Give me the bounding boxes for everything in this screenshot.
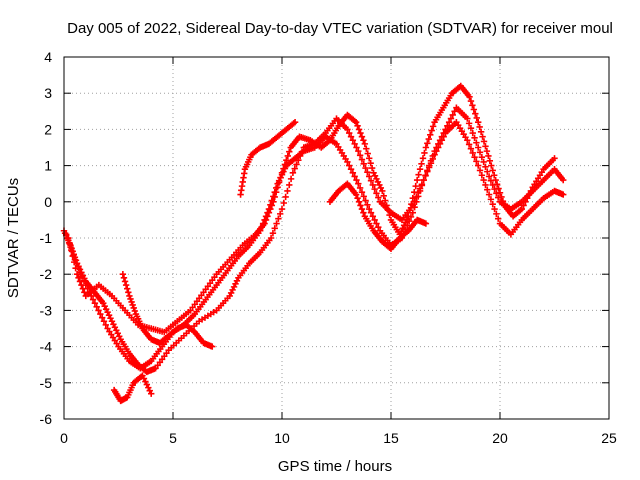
x-tick-label: 10 xyxy=(274,430,290,446)
x-tick-label: 20 xyxy=(492,430,508,446)
data-point-markers xyxy=(65,82,558,336)
series-track-f xyxy=(237,118,299,198)
y-tick-label: 1 xyxy=(44,158,52,174)
x-tick-label: 5 xyxy=(169,430,177,446)
y-tick-label: 3 xyxy=(44,85,52,101)
series-track-b xyxy=(62,118,567,372)
y-axis-label: SDTVAR / TECUs xyxy=(5,178,22,298)
y-tick-label: 0 xyxy=(44,194,52,210)
y-tick-label: 2 xyxy=(44,121,52,137)
data-point-markers xyxy=(119,271,216,350)
data-point-markers xyxy=(110,372,155,405)
data-points xyxy=(60,82,567,405)
series-track-g xyxy=(326,180,430,253)
series-track-d xyxy=(119,271,216,350)
x-axis-label: GPS time / hours xyxy=(278,458,392,475)
axis-ticks: 0 5 10 15 20 25 -6 -5 -4 -3 -2 -1 0 1 2 3 4 xyxy=(40,49,617,446)
data-point-markers xyxy=(62,118,567,372)
data-point-markers xyxy=(326,180,430,253)
y-tick-label: -4 xyxy=(40,339,53,355)
y-tick-label: -2 xyxy=(40,266,53,282)
series-track-c xyxy=(65,82,558,336)
y-tick-label: 4 xyxy=(44,49,52,65)
x-tick-label: 15 xyxy=(383,430,399,446)
plot-frame xyxy=(63,56,610,420)
y-tick-label: -1 xyxy=(40,230,53,246)
series-track-e xyxy=(110,372,155,405)
y-tick-label: -6 xyxy=(40,411,53,427)
y-tick-label: -5 xyxy=(40,375,53,391)
x-tick-label: 25 xyxy=(601,430,617,446)
chart-title: Day 005 of 2022, Sidereal Day-to-day VTE… xyxy=(67,20,613,37)
y-tick-label: -3 xyxy=(40,302,53,318)
x-tick-label: 0 xyxy=(60,430,68,446)
data-point-markers xyxy=(237,118,299,198)
